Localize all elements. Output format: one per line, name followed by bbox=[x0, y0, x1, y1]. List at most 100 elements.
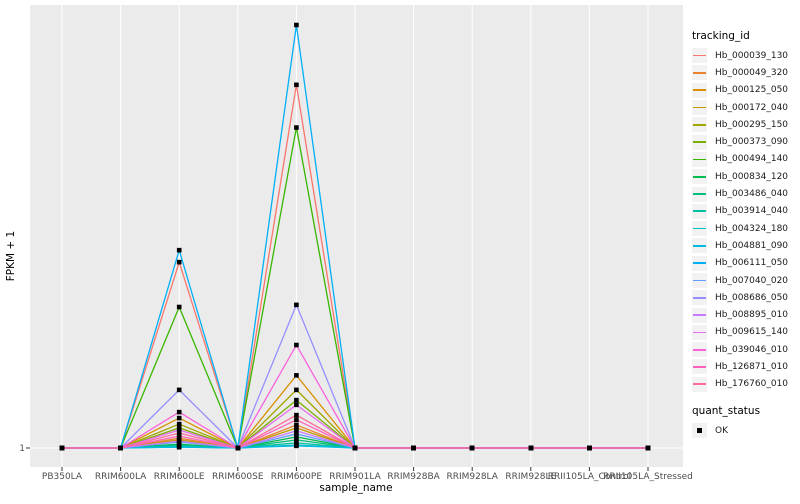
data-point bbox=[176, 247, 182, 253]
legend-item: Hb_007040_020 bbox=[692, 272, 798, 289]
legend-item-label: Hb_000373_090 bbox=[715, 137, 789, 148]
legend-key bbox=[692, 82, 707, 98]
legend-line-swatch-icon bbox=[693, 141, 706, 143]
x-tick-label: RRIM600PE bbox=[271, 472, 323, 482]
legend-item: Hb_003914_040 bbox=[692, 203, 798, 220]
legend-key bbox=[692, 376, 707, 392]
legend-item-label: Hb_000172_040 bbox=[715, 102, 789, 113]
legend: tracking_id Hb_000039_130 Hb_000049_320 Hb… bbox=[692, 30, 798, 439]
x-tick-label: PB350LA bbox=[42, 472, 83, 482]
y-tick-label: 1 bbox=[19, 444, 25, 454]
legend-line-swatch-icon bbox=[693, 296, 706, 299]
legend-item-label: Hb_003486_040 bbox=[715, 189, 789, 200]
x-tick-label: RRIM600SE bbox=[212, 472, 264, 482]
legend-item-label: Hb_039046_010 bbox=[715, 344, 789, 355]
data-point bbox=[294, 125, 299, 130]
legend-item-label: Hb_000834_120 bbox=[715, 171, 789, 182]
legend-item-label: Hb_000494_140 bbox=[715, 154, 789, 165]
data-point bbox=[294, 402, 299, 408]
legend-line-swatch-icon bbox=[693, 106, 706, 109]
x-tick-label: RRII105LA_Control bbox=[548, 472, 631, 482]
data-point bbox=[294, 417, 299, 423]
data-point bbox=[294, 22, 299, 28]
x-tick-label: RRIM600LA bbox=[95, 472, 147, 482]
data-point bbox=[176, 427, 182, 433]
data-point bbox=[294, 342, 299, 348]
legend-item-label: Hb_000039_130 bbox=[715, 50, 789, 61]
legend-line-swatch-icon bbox=[693, 366, 706, 368]
legend-item: Hb_000834_120 bbox=[692, 168, 798, 185]
legend-key bbox=[692, 65, 707, 81]
legend-item-label: Hb_000125_050 bbox=[715, 85, 789, 96]
axis-ticks bbox=[26, 447, 649, 471]
legend-line-swatch-icon bbox=[693, 89, 706, 92]
x-tick-label: RRIM901LA bbox=[329, 472, 381, 482]
data-point bbox=[294, 387, 299, 393]
legend-item-label: Hb_004324_180 bbox=[715, 223, 789, 234]
legend-key bbox=[692, 255, 707, 271]
x-axis-title: sample_name bbox=[319, 482, 392, 494]
data-point bbox=[645, 445, 651, 451]
x-tick-label: RRIM928LE bbox=[505, 472, 556, 482]
legend-item: Hb_006111_050 bbox=[692, 255, 798, 272]
data-point bbox=[294, 373, 299, 378]
legend-item-label: Hb_126871_010 bbox=[715, 361, 789, 372]
legend-item: Hb_004881_090 bbox=[692, 237, 798, 254]
legend-line-swatch-icon bbox=[693, 158, 706, 161]
legend-items-tracking: Hb_000039_130 Hb_000049_320 Hb_000125_050 H… bbox=[692, 47, 798, 393]
y-axis-title: FPKM + 1 bbox=[5, 231, 17, 281]
legend-item: Hb_000049_320 bbox=[692, 64, 798, 81]
data-point bbox=[587, 445, 592, 451]
legend-item: Hb_004324_180 bbox=[692, 220, 798, 237]
legend-item-label: Hb_176760_010 bbox=[715, 379, 789, 390]
data-point bbox=[294, 82, 299, 88]
legend-line-swatch-icon bbox=[693, 262, 706, 265]
x-tick-labels: PB350LA RRIM600LA RRIM600LE RRIM600SE RRIM60… bbox=[42, 472, 693, 482]
legend-item-label: Hb_009615_140 bbox=[715, 327, 789, 338]
data-point bbox=[294, 425, 299, 431]
legend-key bbox=[692, 324, 707, 340]
data-point bbox=[352, 445, 358, 451]
legend-key bbox=[692, 221, 707, 237]
x-tick-label: RRII105LA_Stressed bbox=[603, 472, 693, 482]
legend-item: Hb_126871_010 bbox=[692, 358, 798, 375]
data-point bbox=[176, 438, 182, 444]
legend-line-swatch-icon bbox=[693, 175, 706, 178]
legend-key bbox=[692, 134, 707, 150]
legend-item-label: Hb_003914_040 bbox=[715, 206, 789, 217]
legend-key bbox=[692, 238, 707, 254]
data-point bbox=[294, 422, 299, 428]
legend-item: Hb_008895_010 bbox=[692, 306, 798, 323]
legend-point-swatch-icon bbox=[697, 428, 702, 433]
legend-item-label: Hb_000049_320 bbox=[715, 67, 789, 78]
legend-item-label: Hb_000295_150 bbox=[715, 119, 789, 130]
x-tick-label: RRIM928LA bbox=[446, 472, 498, 482]
data-point bbox=[235, 445, 241, 451]
legend-key bbox=[692, 186, 707, 202]
legend-key bbox=[692, 273, 707, 288]
data-point bbox=[176, 433, 182, 439]
legend-line-swatch-icon bbox=[693, 348, 706, 351]
data-point bbox=[294, 397, 299, 403]
legend-key bbox=[692, 342, 707, 358]
legend-item-label: Hb_004881_090 bbox=[715, 240, 789, 251]
data-point bbox=[176, 430, 182, 436]
data-point bbox=[176, 415, 182, 421]
legend-item: Hb_000373_090 bbox=[692, 133, 798, 150]
legend-item-label: Hb_008686_050 bbox=[715, 292, 789, 303]
legend-line-swatch-icon bbox=[693, 245, 706, 247]
legend-line-swatch-icon bbox=[693, 314, 706, 316]
legend-item-quant: OK bbox=[692, 422, 798, 439]
data-point bbox=[176, 259, 182, 265]
legend-item: Hb_176760_010 bbox=[692, 376, 798, 393]
legend-items-quant: OK bbox=[692, 422, 798, 439]
legend-item-label: Hb_008895_010 bbox=[715, 310, 789, 321]
series-points bbox=[59, 22, 651, 451]
data-point bbox=[176, 387, 182, 393]
data-point bbox=[469, 445, 475, 451]
legend-item: Hb_003486_040 bbox=[692, 185, 798, 202]
legend-line-swatch-icon bbox=[693, 123, 706, 126]
legend-item: Hb_009615_140 bbox=[692, 324, 798, 341]
